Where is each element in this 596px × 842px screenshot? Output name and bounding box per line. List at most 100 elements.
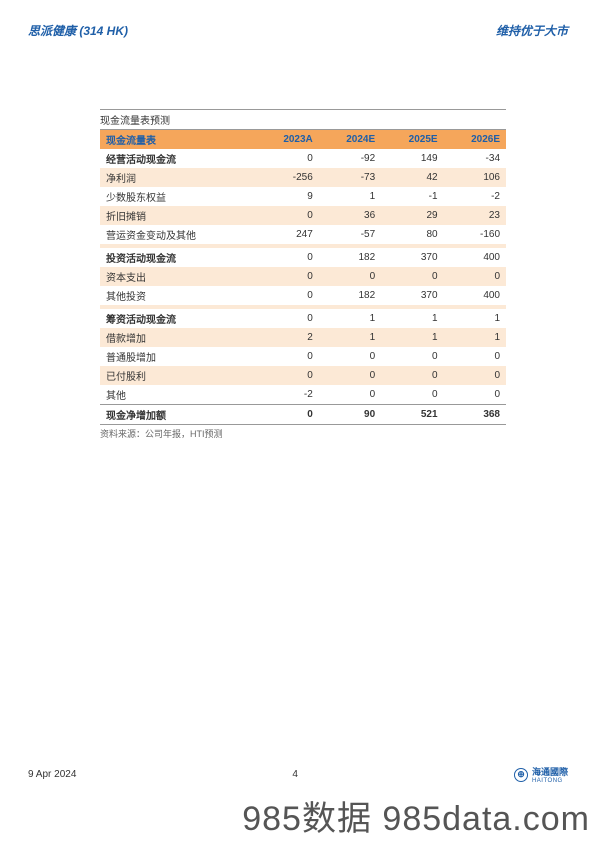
- table-cell: 90: [319, 405, 381, 425]
- table-cell: 2: [256, 328, 319, 347]
- table-cell: 1: [319, 328, 381, 347]
- table-cell: 1: [319, 187, 381, 206]
- table-cell: 9: [256, 187, 319, 206]
- table-cell: -73: [319, 168, 381, 187]
- table-row: 少数股东权益91-1-2: [100, 187, 506, 206]
- table-row: 折旧摊销0362923: [100, 206, 506, 225]
- col-label: 现金流量表: [100, 130, 256, 150]
- col-year: 2023A: [256, 130, 319, 150]
- table-cell: 普通股增加: [100, 347, 256, 366]
- table-row: 经营活动现金流0-92149-34: [100, 149, 506, 168]
- table-cell: 1: [319, 309, 381, 328]
- table-row: 已付股利0000: [100, 366, 506, 385]
- haitong-logo-icon: ⊕: [514, 768, 528, 782]
- table-cell: 0: [381, 385, 443, 405]
- table-cell: 182: [319, 248, 381, 267]
- table-cell: 1: [381, 309, 443, 328]
- table-row: 投资活动现金流0182370400: [100, 248, 506, 267]
- footer-date: 9 Apr 2024: [28, 769, 76, 780]
- table-cell: 29: [381, 206, 443, 225]
- table-cell: -256: [256, 168, 319, 187]
- table-cell: 42: [381, 168, 443, 187]
- footer-logo: ⊕ 海通國際 HAITONG: [514, 765, 568, 784]
- table-cell: 521: [381, 405, 443, 425]
- table-cell: 0: [319, 385, 381, 405]
- table-cell: 247: [256, 225, 319, 244]
- table-cell: 23: [444, 206, 506, 225]
- footer-page: 4: [292, 769, 298, 780]
- table-cell: 149: [381, 149, 443, 168]
- table-cell: 0: [319, 366, 381, 385]
- table-cell: 368: [444, 405, 506, 425]
- table-cell: 400: [444, 248, 506, 267]
- table-row: 其他-2000: [100, 385, 506, 405]
- watermark: 985数据 985data.com: [242, 791, 590, 840]
- table-cell: -2: [256, 385, 319, 405]
- table-row: 资本支出0000: [100, 267, 506, 286]
- table-cell: 净利润: [100, 168, 256, 187]
- table-cell: 0: [381, 347, 443, 366]
- table-cell: 资本支出: [100, 267, 256, 286]
- col-year: 2025E: [381, 130, 443, 150]
- table-cell: 0: [256, 286, 319, 305]
- table-cell: 筹资活动现金流: [100, 309, 256, 328]
- table-cell: 经营活动现金流: [100, 149, 256, 168]
- table-cell: 0: [256, 248, 319, 267]
- table-cell: -57: [319, 225, 381, 244]
- table-cell: 0: [444, 385, 506, 405]
- table-cell: -34: [444, 149, 506, 168]
- table-cell: 0: [256, 309, 319, 328]
- col-year: 2024E: [319, 130, 381, 150]
- table-source: 资料来源：公司年报，HTI预测: [100, 427, 506, 440]
- table-row: 借款增加2111: [100, 328, 506, 347]
- table-cell: 营运资金变动及其他: [100, 225, 256, 244]
- table-cell: 370: [381, 248, 443, 267]
- table-row: 现金净增加额090521368: [100, 405, 506, 425]
- table-cell: 0: [444, 347, 506, 366]
- table-cell: 370: [381, 286, 443, 305]
- table-cell: 0: [256, 405, 319, 425]
- table-cell: 0: [381, 267, 443, 286]
- table-cell: 少数股东权益: [100, 187, 256, 206]
- table-cell: 其他: [100, 385, 256, 405]
- table-cell: 已付股利: [100, 366, 256, 385]
- header-left: 思派健康 (314 HK): [28, 22, 128, 39]
- table-cell: 0: [256, 347, 319, 366]
- table-cell: 其他投资: [100, 286, 256, 305]
- table-row: 普通股增加0000: [100, 347, 506, 366]
- table-cell: 0: [256, 366, 319, 385]
- table-cell: 0: [444, 267, 506, 286]
- table-row: 营运资金变动及其他247-5780-160: [100, 225, 506, 244]
- header-right: 维持优于大市: [496, 22, 568, 39]
- table-cell: 借款增加: [100, 328, 256, 347]
- table-cell: -2: [444, 187, 506, 206]
- table-row: 其他投资0182370400: [100, 286, 506, 305]
- table-row: 筹资活动现金流0111: [100, 309, 506, 328]
- cashflow-table: 现金流量表2023A2024E2025E2026E 经营活动现金流0-92149…: [100, 129, 506, 425]
- table-cell: -1: [381, 187, 443, 206]
- table-cell: 0: [256, 206, 319, 225]
- table-cell: -160: [444, 225, 506, 244]
- table-row: 净利润-256-7342106: [100, 168, 506, 187]
- table-cell: 80: [381, 225, 443, 244]
- table-cell: 折旧摊销: [100, 206, 256, 225]
- footer-logo-text: 海通國際: [532, 765, 568, 778]
- table-cell: 400: [444, 286, 506, 305]
- table-cell: 182: [319, 286, 381, 305]
- table-cell: 0: [256, 267, 319, 286]
- table-cell: 0: [319, 267, 381, 286]
- table-cell: 0: [256, 149, 319, 168]
- table-cell: 0: [319, 347, 381, 366]
- table-title: 现金流量表预测: [100, 109, 506, 127]
- table-cell: 1: [381, 328, 443, 347]
- table-cell: 投资活动现金流: [100, 248, 256, 267]
- table-cell: 0: [381, 366, 443, 385]
- table-cell: 1: [444, 328, 506, 347]
- table-cell: -92: [319, 149, 381, 168]
- col-year: 2026E: [444, 130, 506, 150]
- table-cell: 0: [444, 366, 506, 385]
- table-cell: 1: [444, 309, 506, 328]
- table-cell: 现金净增加额: [100, 405, 256, 425]
- table-cell: 106: [444, 168, 506, 187]
- footer-logo-sub: HAITONG: [532, 778, 568, 784]
